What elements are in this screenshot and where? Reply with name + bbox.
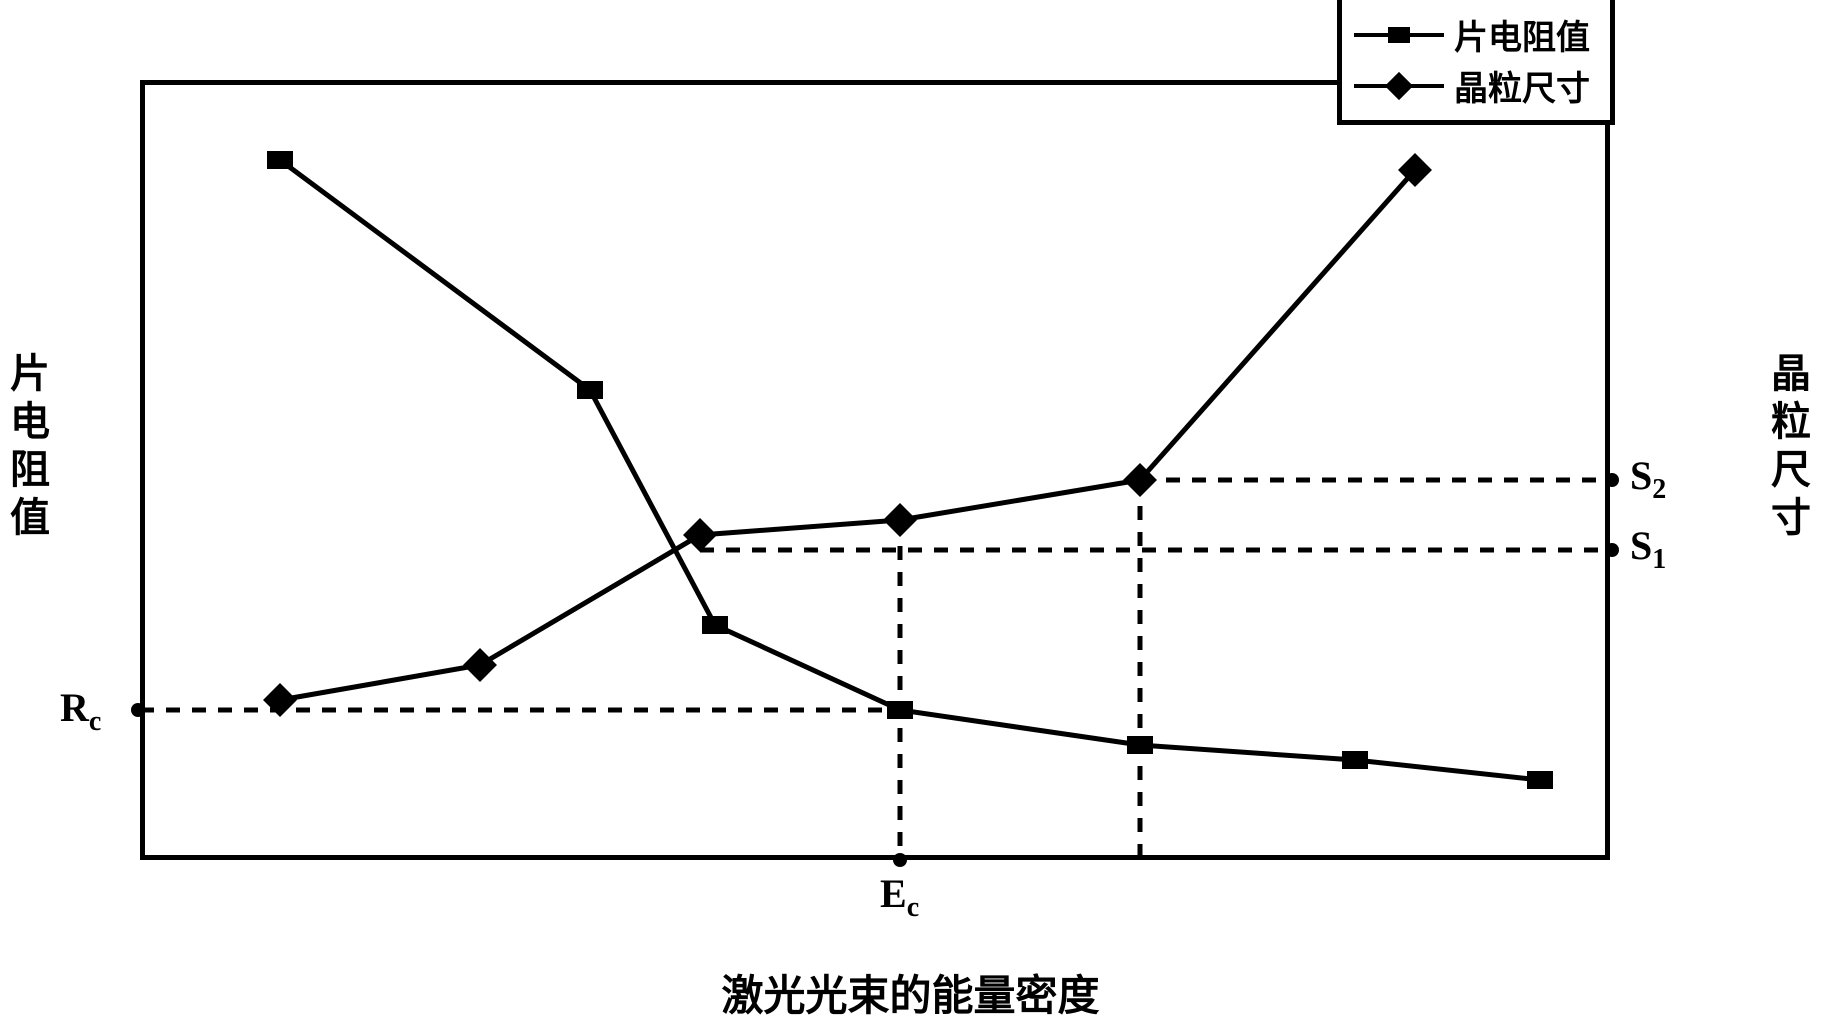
tick-dot-s2 (1605, 473, 1619, 487)
tick-dot-s1 (1605, 543, 1619, 557)
reference-lines (140, 480, 1610, 860)
tick-label-rc: Rc (60, 684, 101, 738)
legend-label-resistance: 片电阻值 (1454, 10, 1590, 59)
y-axis-label-right: 晶粒尺寸 (1771, 350, 1811, 542)
tick-dot-ec (893, 853, 907, 867)
chart-container: 片电阻值 晶粒尺寸 Rc Ec S1 S2 (140, 80, 1610, 860)
legend-label-grainsize: 晶粒尺寸 (1454, 61, 1590, 110)
tick-label-s1: S1 (1630, 522, 1666, 576)
legend-item-resistance: 片电阻值 (1354, 10, 1590, 59)
legend-swatch-square (1354, 20, 1444, 50)
series-lines (280, 160, 1540, 780)
legend: 片电阻值 晶粒尺寸 (1337, 0, 1615, 125)
tick-dot-rc (131, 703, 145, 717)
legend-item-grainsize: 晶粒尺寸 (1354, 61, 1590, 110)
plot-svg (140, 80, 1610, 860)
tick-label-ec: Ec (880, 870, 919, 924)
x-axis-label: 激光光束的能量密度 (721, 962, 1099, 1023)
legend-swatch-diamond (1354, 71, 1444, 101)
data-markers (263, 151, 1553, 789)
tick-label-s2: S2 (1630, 452, 1666, 506)
y-axis-label-left: 片电阻值 (10, 350, 50, 542)
